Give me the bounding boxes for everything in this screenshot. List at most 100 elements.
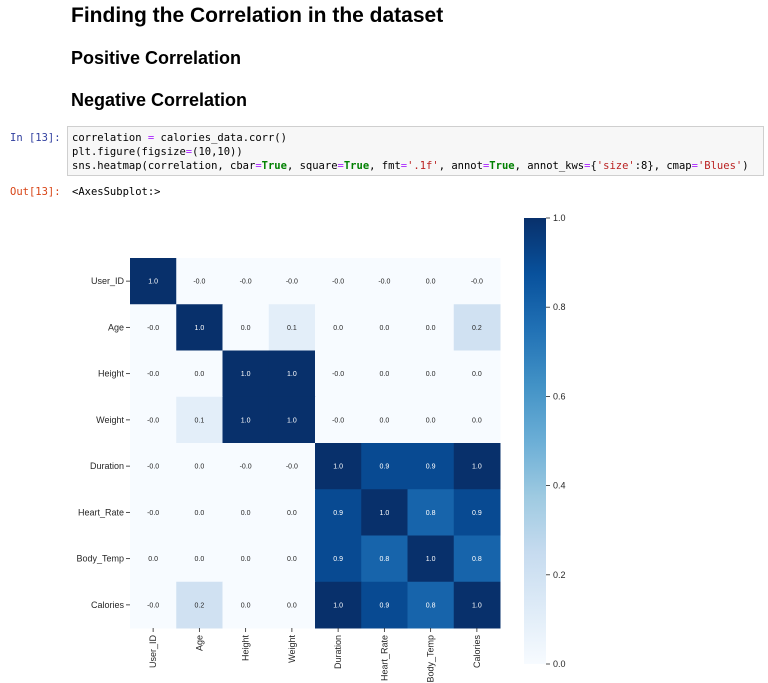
heatmap-cell: [361, 489, 408, 536]
heatmap-cell: [222, 581, 270, 629]
heatmap-annotation: 0.1: [195, 417, 205, 424]
heatmap-annotation: 0.0: [426, 417, 436, 424]
heatmap-annotation: 0.2: [195, 602, 205, 609]
heatmap-cells: [130, 258, 501, 629]
heatmap-cell: [315, 350, 362, 398]
subheading-negative-correlation: Negative Correlation: [71, 90, 248, 110]
heatmap-cell: [315, 489, 362, 536]
heatmap-annotation: -0.0: [332, 417, 344, 424]
heatmap-cell: [130, 489, 177, 536]
heatmap-annotation: 0.2: [472, 325, 482, 332]
heatmap-annotation: 0.0: [380, 371, 390, 378]
heatmap-cell: [268, 350, 316, 398]
heatmap-annotation: 1.0: [241, 417, 251, 424]
heatmap-annotation: -0.0: [147, 371, 159, 378]
heatmap-cell: [315, 535, 362, 583]
heatmap-annotation: -0.0: [240, 464, 252, 471]
heatmap-cell: [315, 304, 362, 351]
heatmap-cell: [361, 304, 408, 351]
heatmap-cell: [453, 489, 501, 536]
x-tick-label: Height: [241, 635, 251, 662]
heatmap-annotation: 1.0: [287, 371, 297, 378]
heatmap-annotation: 0.0: [426, 279, 436, 286]
x-tick-label: Heart_Rate: [379, 635, 389, 681]
heatmap-cell: [222, 535, 270, 583]
heatmap-cell: [176, 489, 223, 536]
heatmap-cell: [176, 258, 223, 305]
heatmap-cell: [176, 535, 223, 583]
heatmap-cell: [268, 489, 316, 536]
heatmap-annotation: 0.9: [380, 464, 390, 471]
heatmap-cell: [176, 581, 223, 629]
heatmap-annotation: 0.0: [241, 602, 251, 609]
heatmap-annotation: -0.0: [332, 279, 344, 286]
heatmap-cell: [130, 258, 177, 305]
heatmap-x-labels: User_ID Age Height Weight Duration Heart_Rate…: [148, 628, 482, 683]
heatmap-annotation: -0.0: [147, 417, 159, 424]
heatmap-annotation: 0.0: [333, 325, 343, 332]
heatmap-annotation: 1.0: [426, 556, 436, 563]
heatmap-annotation: 0.0: [241, 556, 251, 563]
heatmap-cell: [268, 581, 316, 629]
y-tick-label: User_ID: [91, 276, 125, 286]
heatmap-cell: [176, 443, 223, 490]
heatmap-cell: [361, 443, 408, 490]
heatmap-annotation: 1.0: [148, 279, 158, 286]
heatmap-cell: [176, 304, 223, 351]
code-line-1: correlation = calories_data.corr(): [72, 132, 287, 144]
heatmap-cell: [130, 396, 177, 444]
heatmap-annotation: 0.0: [148, 556, 158, 563]
heatmap-cell: [130, 304, 177, 351]
x-tick-label: User_ID: [148, 635, 158, 669]
heatmap-annotation: 1.0: [472, 602, 482, 609]
heatmap-annotation: 0.0: [380, 417, 390, 424]
y-tick-label: Duration: [90, 461, 124, 471]
heatmap-cell: [222, 443, 270, 490]
subheading-positive-correlation: Positive Correlation: [71, 48, 242, 68]
colorbar-tick-label: 0.0: [553, 659, 566, 669]
output-text: <AxesSubplot:>: [72, 186, 161, 198]
heatmap-annotation: -0.0: [471, 279, 483, 286]
code-cell[interactable]: correlation = calories_data.corr() plt.f…: [67, 126, 764, 176]
colorbar-tick-label: 0.6: [553, 391, 566, 401]
heatmap-cell: [315, 396, 362, 444]
x-tick-label: Body_Temp: [426, 635, 436, 683]
heatmap-annotation: 0.8: [426, 510, 436, 517]
heatmap-annotation: 0.9: [333, 510, 343, 517]
y-tick-label: Weight: [96, 415, 124, 425]
heatmap-cell: [453, 581, 501, 629]
heatmap-cell: [361, 535, 408, 583]
colorbar-tick-label: 0.2: [553, 570, 566, 580]
heatmap-annotation: -0.0: [147, 464, 159, 471]
x-tick-label: Duration: [333, 635, 343, 669]
heatmap-cell: [361, 258, 408, 305]
heatmap-cell: [453, 258, 501, 305]
heatmap-cell: [453, 443, 501, 490]
heatmap-cell: [130, 443, 177, 490]
colorbar-tick-label: 0.8: [553, 302, 566, 312]
heatmap-cell: [315, 581, 362, 629]
heatmap-cell: [268, 396, 316, 444]
heading-finding-correlation: Finding the Correlation in the dataset: [71, 4, 444, 27]
y-tick-label: Calories: [91, 600, 125, 610]
heatmap-cell: [222, 304, 270, 351]
heatmap-cell: [176, 396, 223, 444]
heatmap-annotation: 0.0: [287, 602, 297, 609]
heatmap-cell: [222, 396, 270, 444]
input-prompt: In [13]:: [10, 132, 61, 144]
colorbar-tick-label: 0.4: [553, 481, 566, 491]
heatmap-annotation: -0.0: [286, 464, 298, 471]
heatmap-annotation: 0.0: [241, 510, 251, 517]
code-line-2: plt.figure(figsize=(10,10)): [72, 146, 243, 158]
heatmap-annotation: 0.0: [241, 325, 251, 332]
heatmap-annotation: 0.9: [426, 464, 436, 471]
heatmap-cell: [407, 304, 455, 351]
heatmap-y-labels: User_ID Age Height Weight Duration Heart_Rate…: [76, 276, 130, 610]
heatmap-cell: [222, 258, 270, 305]
heatmap-cell: [407, 581, 455, 629]
heatmap-annotation: 0.9: [333, 556, 343, 563]
heatmap-cell: [407, 443, 455, 490]
heatmap-cell: [407, 396, 455, 444]
heatmap-annotation: 0.8: [380, 556, 390, 563]
heatmap-cell: [453, 350, 501, 398]
